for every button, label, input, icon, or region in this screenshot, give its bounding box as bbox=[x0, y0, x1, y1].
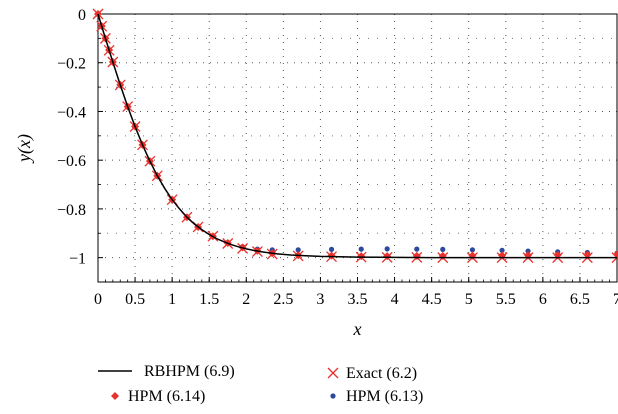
y-tick-label: −0.2 bbox=[57, 56, 86, 73]
y-tick-label: −0.8 bbox=[57, 202, 86, 219]
x-tick-label: 7 bbox=[613, 291, 618, 308]
x-tick-label: 2 bbox=[242, 291, 250, 308]
series-hpm-6-14 bbox=[94, 10, 618, 261]
grid bbox=[98, 14, 618, 282]
y-axis-label: y(x) bbox=[14, 134, 35, 164]
series-hpm-6-13 bbox=[95, 11, 618, 256]
legend-swatch bbox=[330, 393, 336, 399]
legend-label: HPM (6.13) bbox=[346, 388, 423, 405]
data-point bbox=[383, 252, 392, 261]
x-tick-label: 0 bbox=[94, 291, 102, 308]
x-tick-label: 2.5 bbox=[273, 291, 293, 308]
data-point bbox=[440, 246, 446, 252]
data-point bbox=[583, 250, 592, 259]
x-tick-label: 1 bbox=[168, 291, 176, 308]
data-point bbox=[499, 247, 505, 253]
data-point bbox=[328, 246, 335, 252]
data-point bbox=[468, 251, 477, 260]
series-line bbox=[97, 13, 617, 259]
legend-label: RBHPM (6.9) bbox=[144, 363, 235, 380]
x-tick-label: 5.5 bbox=[496, 291, 516, 308]
data-point bbox=[295, 247, 301, 253]
x-tick-label: 5 bbox=[465, 291, 473, 308]
legend-label: HPM (6.14) bbox=[128, 388, 205, 405]
legend: RBHPM (6.9) HPM (6.14) Exact (6.2) HPM (6.1… bbox=[98, 363, 423, 405]
data-point bbox=[525, 248, 531, 254]
data-point bbox=[327, 251, 336, 260]
y-tick-label: 0 bbox=[78, 7, 86, 24]
x-tick-label: 3 bbox=[316, 291, 324, 308]
data-point bbox=[524, 251, 533, 260]
x-tick-label: 0.5 bbox=[125, 291, 145, 308]
x-tick-label: 4.5 bbox=[422, 291, 442, 308]
x-tick-label: 4 bbox=[391, 291, 399, 308]
x-axis-ticks: 0 0.5 1 1.5 2 2.5 3 3.5 4 4.5 5 5.5 6 6.5 7 bbox=[94, 277, 618, 308]
data-point bbox=[469, 247, 476, 253]
x-tick-label: 3.5 bbox=[348, 291, 368, 308]
x-tick-label: 6 bbox=[539, 291, 547, 308]
legend-swatch bbox=[327, 367, 339, 379]
data-point bbox=[438, 251, 447, 260]
series-layer bbox=[92, 8, 618, 264]
y-tick-label: −0.6 bbox=[57, 153, 86, 170]
legend-item: RBHPM (6.9) bbox=[98, 363, 235, 380]
legend-label: Exact (6.2) bbox=[346, 365, 417, 382]
legend-item: HPM (6.14) bbox=[111, 388, 205, 405]
y-axis-ticks: 0 −0.2 −0.4 −0.6 −0.8 −1 bbox=[57, 7, 103, 283]
data-point bbox=[414, 246, 420, 252]
series-rbhpm-6-9 bbox=[97, 13, 617, 259]
x-axis-label: x bbox=[353, 319, 362, 339]
x-tick-label: 6.5 bbox=[570, 291, 590, 308]
data-point bbox=[412, 251, 421, 260]
data-point bbox=[384, 246, 390, 252]
legend-item: Exact (6.2) bbox=[327, 365, 417, 382]
legend-item: HPM (6.13) bbox=[330, 388, 423, 405]
x-tick-label: 1.5 bbox=[199, 291, 219, 308]
data-point bbox=[357, 252, 366, 261]
y-tick-label: −1 bbox=[69, 251, 86, 268]
y-tick-label: −0.4 bbox=[57, 104, 86, 121]
legend-swatch bbox=[111, 392, 119, 400]
data-point bbox=[358, 246, 364, 252]
